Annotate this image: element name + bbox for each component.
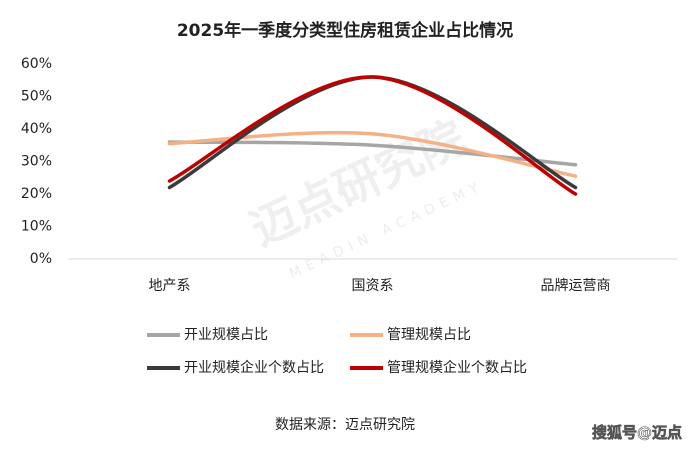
series-line [167,130,578,178]
footer-watermark: 搜狐号@迈点 [592,424,682,442]
legend-label: 开业规模企业个数占比 [184,359,324,376]
chart-title: 2025年一季度分类型住房租赁企业占比情况 [177,20,513,41]
y-tick-label: 60% [21,56,52,72]
x-tick-label: 地产系 [149,278,191,294]
legend-label: 管理规模占比 [387,327,471,343]
y-tick-label: 30% [21,154,52,170]
legend-label: 开业规模占比 [184,327,268,343]
y-tick-label: 50% [21,89,52,105]
x-tick-label: 国资系 [352,278,394,294]
legend-label: 管理规模企业个数占比 [387,359,527,376]
y-tick-label: 40% [21,121,52,137]
y-tick-label: 0% [30,251,52,267]
x-tick-label: 品牌运营商 [541,277,611,294]
series-line [167,75,578,196]
y-tick-label: 10% [21,219,52,235]
y-tick-label: 20% [21,186,52,202]
source: 数据来源：迈点研究院 [275,417,415,433]
